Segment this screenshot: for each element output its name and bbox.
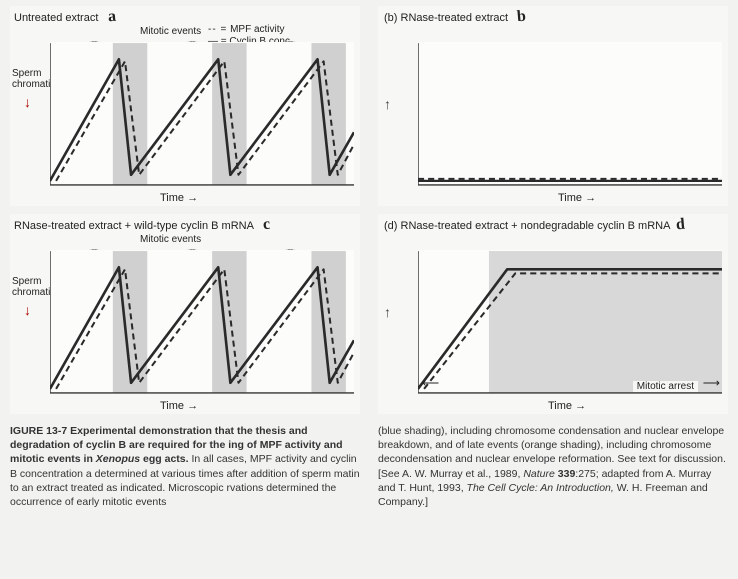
- panel-d-xlabel: Time →: [548, 400, 586, 412]
- panel-d-title: (d) RNase-treated extract + nondegradabl…: [384, 216, 685, 234]
- panel-b-xlabel: Time →: [558, 192, 596, 204]
- panel-b: (b) RNase-treated extract b ↑ Time →: [378, 6, 728, 206]
- mitotic-arrest-label: Mitotic arrest: [633, 381, 698, 392]
- arrow-left-icon: ⟵: [422, 376, 439, 390]
- panel-d-chart: [418, 250, 722, 394]
- panel-b-chart: [418, 42, 722, 186]
- arrow-up-icon: ↑: [384, 304, 391, 320]
- arrow-up-icon: ↑: [384, 96, 391, 112]
- panel-a-xlabel: Time →: [160, 192, 198, 204]
- panel-d-svg: [418, 250, 722, 394]
- panel-c-xlabel: Time →: [160, 400, 198, 412]
- legend-mpf: -- = MPF activity: [208, 24, 290, 36]
- panel-d-hand-label: d: [675, 216, 685, 235]
- panel-a-svg: [50, 42, 354, 186]
- panel-b-svg: [418, 42, 722, 186]
- panel-c: RNase-treated extract + wild-type cyclin…: [10, 214, 360, 414]
- panel-a-hand-label: a: [107, 8, 117, 27]
- arrow-right-icon: ⟶: [703, 376, 720, 390]
- panel-a-title: Untreated extract a: [14, 8, 116, 26]
- panel-a-chart: [50, 42, 354, 186]
- panel-a-mitotic-label: Mitotic events: [140, 26, 201, 37]
- arrow-down-icon: ↓: [24, 94, 31, 110]
- panel-a-title-text: Untreated extract: [14, 12, 98, 24]
- caption-left: IGURE 13-7 Experimental demonstration th…: [10, 424, 360, 509]
- figure-grid: Untreated extract a Mitotic events ⏞ ⏞ ⏞…: [10, 6, 728, 414]
- caption-right: (blue shading), including chromosome con…: [378, 424, 728, 509]
- panel-c-hand-label: c: [262, 216, 271, 235]
- panel-b-title: (b) RNase-treated extract b: [384, 8, 526, 26]
- panel-c-svg: [50, 250, 354, 394]
- panel-b-hand-label: b: [517, 8, 527, 27]
- figure-caption: IGURE 13-7 Experimental demonstration th…: [10, 424, 728, 509]
- panel-c-chart: [50, 250, 354, 394]
- panel-c-mitotic-label: Mitotic events: [140, 234, 201, 245]
- panel-c-title: RNase-treated extract + wild-type cyclin…: [14, 216, 270, 234]
- panel-d: (d) RNase-treated extract + nondegradabl…: [378, 214, 728, 414]
- arrow-down-icon: ↓: [24, 302, 31, 318]
- panel-a: Untreated extract a Mitotic events ⏞ ⏞ ⏞…: [10, 6, 360, 206]
